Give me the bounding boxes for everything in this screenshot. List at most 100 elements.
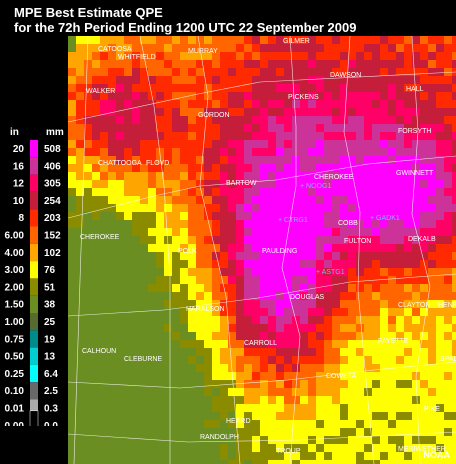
- county-label: COBB: [338, 220, 358, 227]
- legend-swatch: [30, 174, 38, 192]
- county-label: FULTON: [344, 238, 371, 245]
- map-title: MPE Best Estimate QPE for the 72h Period…: [14, 5, 356, 35]
- legend-inch-label: 0.50: [5, 352, 25, 363]
- legend-mm-label: 406: [44, 161, 61, 172]
- precip-grid: [68, 36, 456, 464]
- legend-mm-label: 102: [44, 248, 61, 259]
- legend-mm-label: 203: [44, 213, 61, 224]
- legend-swatch: [30, 209, 38, 227]
- county-label: MURRAY: [188, 48, 218, 55]
- legend-mm-label: 254: [44, 196, 61, 207]
- legend-mm-label: 508: [44, 144, 61, 155]
- legend-inch-label: 0.01: [5, 404, 25, 415]
- legend-mm-label: 13: [44, 352, 56, 363]
- title-line-2: for the 72h Period Ending 1200 UTC 22 Se…: [14, 20, 357, 35]
- legend-swatch: [30, 226, 38, 244]
- county-label: CLEBURNE: [124, 356, 162, 363]
- legend-mm-label: 38: [44, 300, 56, 311]
- legend-inch-label: 4.00: [5, 248, 25, 259]
- county-label: RANDOLPH: [200, 434, 239, 441]
- legend-inch-label: 1.00: [5, 317, 25, 328]
- station-label: + NOOG1: [300, 183, 331, 190]
- county-label: CHATTOOGA: [98, 160, 142, 167]
- county-label: BARTOW: [226, 180, 257, 187]
- legend-unit-mm: mm: [46, 127, 64, 138]
- county-label: WALKER: [86, 88, 115, 95]
- county-label: GWINNETT: [396, 170, 434, 177]
- county-label: HALL: [406, 86, 424, 93]
- legend-swatch: [29, 410, 39, 426]
- legend-mm-label: 2.5: [44, 386, 58, 397]
- county-label: HARALSON: [186, 306, 225, 313]
- legend-inch-label: 0.10: [5, 386, 25, 397]
- legend-inch-label: 20: [13, 144, 25, 155]
- legend-inch-label: 8: [18, 213, 24, 224]
- county-label: CARROLL: [244, 340, 277, 347]
- county-label: DAWSON: [330, 72, 361, 79]
- legend-mm-label: 0.3: [44, 404, 58, 415]
- legend-inch-label: 1.50: [5, 300, 25, 311]
- station-label: + CTRG1: [278, 217, 308, 224]
- legend-inch-label: 0.25: [5, 369, 25, 380]
- legend-inch-label: 10: [13, 196, 25, 207]
- legend-inch-label: 12: [13, 179, 25, 190]
- legend-swatch: [30, 191, 38, 210]
- county-label: COWETA: [326, 373, 357, 380]
- county-label: HENRY: [438, 302, 456, 309]
- county-label: SPALDING: [440, 356, 456, 363]
- legend-swatch: [30, 261, 38, 279]
- county-label: CATOOSA: [98, 46, 132, 53]
- county-label: TROUP: [276, 448, 301, 455]
- county-label: DEKALB: [408, 236, 436, 243]
- legend-mm-label: 25: [44, 317, 56, 328]
- legend-mm-label: 19: [44, 334, 56, 345]
- county-label: WHITFIELD: [118, 54, 156, 61]
- legend-inch-label: 2.00: [5, 282, 25, 293]
- county-label: CLAYTON: [398, 302, 430, 309]
- county-label: FLOYD: [146, 160, 169, 167]
- legend-swatch: [30, 382, 38, 400]
- station-label: + GADK1: [370, 215, 400, 222]
- county-label: CHEROKEE: [80, 234, 120, 241]
- legend-swatch: [30, 157, 38, 175]
- county-label: HEARD: [226, 418, 251, 425]
- county-label: POLK: [178, 248, 197, 255]
- county-label: GILMER: [283, 38, 310, 45]
- title-line-1: MPE Best Estimate QPE: [14, 5, 163, 20]
- county-label: FAYETTE: [378, 338, 409, 345]
- county-label: GORDON: [198, 112, 230, 119]
- legend-mm-label: 51: [44, 282, 56, 293]
- legend-inch-label: 6.00: [5, 231, 25, 242]
- county-label: PAULDING: [262, 248, 297, 255]
- legend-inch-label: 3.00: [5, 265, 25, 276]
- legend-swatch: [30, 364, 38, 383]
- noaa-credit: NOAA: [423, 450, 451, 460]
- county-label: CHEROKEE: [314, 174, 354, 181]
- legend-inch-label: 16: [13, 161, 25, 172]
- legend-swatch: [30, 330, 38, 348]
- county-boundaries: [68, 36, 456, 464]
- legend-inch-label: 0.75: [5, 334, 25, 345]
- legend-swatch: [30, 243, 38, 262]
- legend-swatch: [30, 347, 38, 365]
- legend-mm-label: 6.4: [44, 369, 58, 380]
- legend-inch-label: 0.00: [5, 421, 25, 426]
- county-label: PIKE: [424, 406, 440, 413]
- county-label: MERIWETHER: [398, 446, 446, 453]
- legend-swatch: [30, 278, 38, 296]
- county-label: FORSYTH: [398, 128, 431, 135]
- legend-unit-inches: in: [10, 127, 19, 138]
- county-label: PICKENS: [288, 94, 319, 101]
- legend-mm-label: 152: [44, 231, 61, 242]
- legend-swatch: [30, 295, 38, 313]
- legend-swatch: [30, 313, 38, 331]
- legend-mm-label: 0.0: [44, 421, 58, 426]
- station-label: + ASTG1: [316, 269, 345, 276]
- legend-mm-label: 76: [44, 265, 56, 276]
- county-label: CALHOUN: [82, 348, 116, 355]
- legend-swatch: [30, 140, 38, 158]
- county-label: DOUGLAS: [290, 294, 325, 301]
- precip-legend: in mm 20 508 16 406 12 305 10 254 8 203 6.00 152 4.0…: [5, 127, 64, 426]
- legend-mm-label: 305: [44, 179, 61, 190]
